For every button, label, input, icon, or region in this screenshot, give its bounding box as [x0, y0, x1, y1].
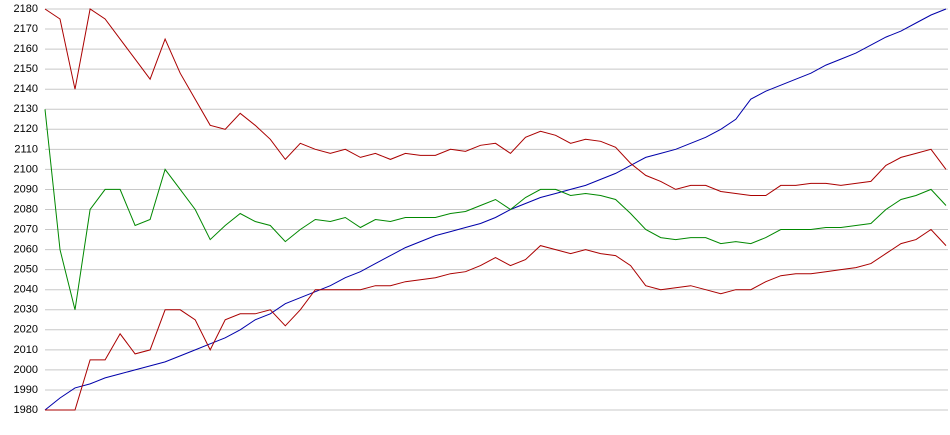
y-tick-label: 1990 [14, 384, 38, 396]
y-tick-label: 2080 [14, 203, 38, 215]
y-tick-label: 2150 [14, 63, 38, 75]
y-tick-label: 2090 [14, 183, 38, 195]
series-line [44, 8, 947, 411]
y-tick-label: 2130 [14, 103, 38, 115]
series-line [45, 228, 947, 411]
y-tick-label: 2120 [14, 123, 38, 135]
series-line [44, 109, 947, 310]
y-tick-label: 2060 [14, 244, 38, 256]
y-tick-label: 2180 [14, 3, 38, 15]
y-tick-label: 2070 [14, 223, 38, 235]
y-tick-label: 2100 [14, 163, 38, 175]
y-tick-label: 2170 [14, 23, 38, 35]
y-tick-label: 2160 [14, 43, 38, 55]
y-tick-label: 2140 [14, 83, 38, 95]
series-line [44, 8, 947, 196]
y-tick-label: 1980 [14, 404, 38, 416]
y-tick-label: 2010 [14, 344, 38, 356]
y-tick-label: 2000 [14, 364, 38, 376]
y-tick-label: 2030 [14, 304, 38, 316]
y-tick-label: 2050 [14, 264, 38, 276]
y-tick-label: 2040 [14, 284, 38, 296]
y-tick-label: 2020 [14, 324, 38, 336]
y-tick-label: 2110 [14, 143, 38, 155]
